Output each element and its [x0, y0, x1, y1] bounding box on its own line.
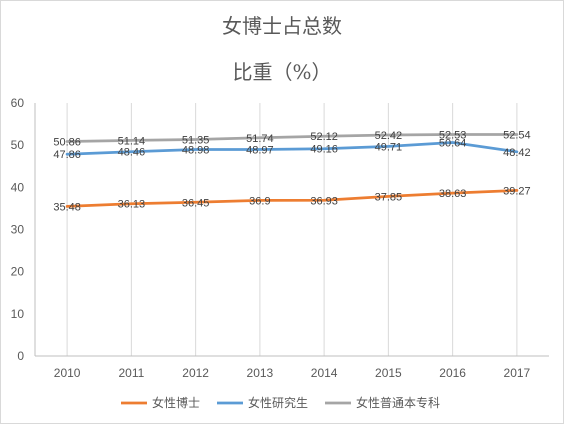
data-label: 51.35: [182, 134, 210, 146]
y-tick-label: 10: [11, 307, 25, 321]
legend-item-2: 女性普通本专科: [325, 395, 440, 410]
data-label: 51.14: [118, 135, 146, 147]
data-label: 52.53: [439, 129, 467, 141]
x-tick-label: 2011: [118, 366, 144, 380]
x-tick-label: 2015: [375, 366, 402, 380]
chart-title-line1: 女博士占总数: [222, 14, 342, 38]
x-tick-label: 2014: [311, 366, 338, 380]
legend-label: 女性普通本专科: [356, 395, 440, 410]
x-tick-label: 2013: [247, 366, 274, 380]
y-tick-label: 30: [11, 223, 25, 237]
data-label: 49.16: [310, 144, 338, 156]
x-tick-label: 2012: [182, 366, 209, 380]
y-tick-label: 60: [11, 96, 25, 110]
data-label: 35.48: [53, 201, 81, 213]
y-tick-label: 50: [11, 138, 25, 152]
data-label: 48.97: [246, 145, 274, 157]
x-tick-label: 2010: [54, 366, 81, 380]
data-label: 52.54: [503, 129, 531, 141]
data-label: 52.42: [375, 130, 403, 142]
legend-item-1: 女性研究生: [217, 395, 308, 410]
data-label: 39.27: [503, 185, 531, 197]
legend-item-0: 女性博士: [121, 395, 200, 410]
legend-label: 女性博士: [152, 395, 200, 410]
data-labels: 35.48 36.13 36.45 36.9 36.93 37.85 38.63 39.27 4…: [53, 129, 530, 213]
data-label: 48.42: [503, 147, 531, 159]
axes: 0 10 20 30 40 50 60 2010 2011 2012 2013 2014 2015 201…: [11, 96, 549, 380]
data-label: 51.74: [246, 133, 274, 145]
y-tick-label: 40: [11, 180, 25, 194]
x-tick-label: 2017: [504, 366, 531, 380]
data-label: 49.71: [375, 141, 403, 153]
data-label: 50.86: [53, 137, 81, 149]
data-label: 52.12: [310, 131, 338, 143]
chart-title-line2: 比重（%）: [232, 60, 331, 84]
series-line-2: [65, 133, 519, 143]
y-tick-label: 0: [17, 349, 24, 363]
series-line-1: [65, 141, 519, 156]
x-tick-label: 2016: [439, 366, 466, 380]
data-label: 50.64: [439, 137, 467, 149]
data-label: 36.9: [249, 195, 270, 207]
y-tick-label: 20: [11, 265, 25, 279]
series-line-0: [65, 189, 519, 208]
data-label: 36.13: [118, 199, 146, 211]
legend-label: 女性研究生: [248, 395, 308, 410]
data-label: 48.46: [118, 147, 146, 159]
legend: 女性博士 女性研究生 女性普通本专科: [121, 395, 440, 410]
data-label: 38.63: [439, 188, 467, 200]
data-label: 37.85: [375, 191, 403, 203]
data-label: 48.98: [182, 144, 210, 156]
data-label: 47.86: [53, 149, 81, 161]
series-lines: [65, 133, 519, 208]
data-label: 36.93: [310, 195, 338, 207]
data-label: 36.45: [182, 197, 210, 209]
